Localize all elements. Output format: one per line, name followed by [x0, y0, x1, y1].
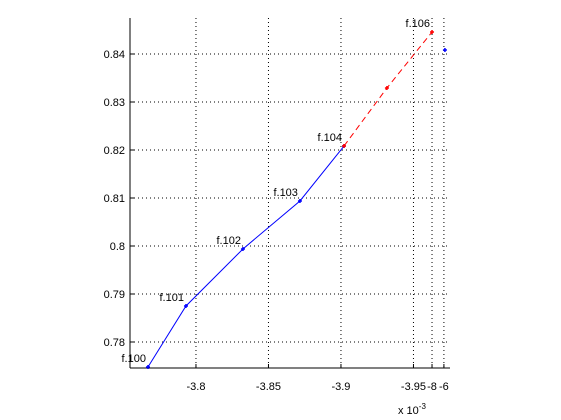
y-tick-label: 0.8 [110, 241, 125, 253]
data-point [342, 144, 347, 149]
data-point [183, 303, 188, 308]
x-tick-label: -8 [427, 381, 437, 393]
y-tick-label: 0.78 [104, 337, 125, 349]
data-point [240, 246, 245, 251]
x-tick-label: -3.85 [256, 381, 281, 393]
point-label: f.102 [216, 235, 240, 247]
x-tick-label: -3.95 [401, 381, 426, 393]
y-tick-label: 0.82 [104, 145, 125, 157]
point-label: f.100 [122, 353, 146, 365]
x-tick-label: -3.9 [331, 381, 350, 393]
point-label: f.101 [159, 292, 183, 304]
x-multiplier-exponent: -3 [419, 402, 427, 411]
x-multiplier: x 10-3 [398, 402, 426, 417]
data-point [442, 48, 447, 53]
data-point [430, 30, 435, 35]
point-label: f.104 [318, 132, 342, 144]
x-multiplier-base: x 10 [398, 405, 419, 417]
y-tick-label: 0.84 [104, 49, 125, 61]
data-point [384, 85, 389, 90]
y-tick-label: 0.81 [104, 193, 125, 205]
y-tick-label: 0.79 [104, 289, 125, 301]
data-point [145, 364, 150, 369]
point-label: f.106 [406, 18, 430, 30]
x-tick-label: -3.8 [186, 381, 205, 393]
point-label: f.103 [273, 187, 297, 199]
data-point [297, 198, 302, 203]
y-tick-label: 0.83 [104, 97, 125, 109]
x-tick-label: -6 [439, 381, 449, 393]
